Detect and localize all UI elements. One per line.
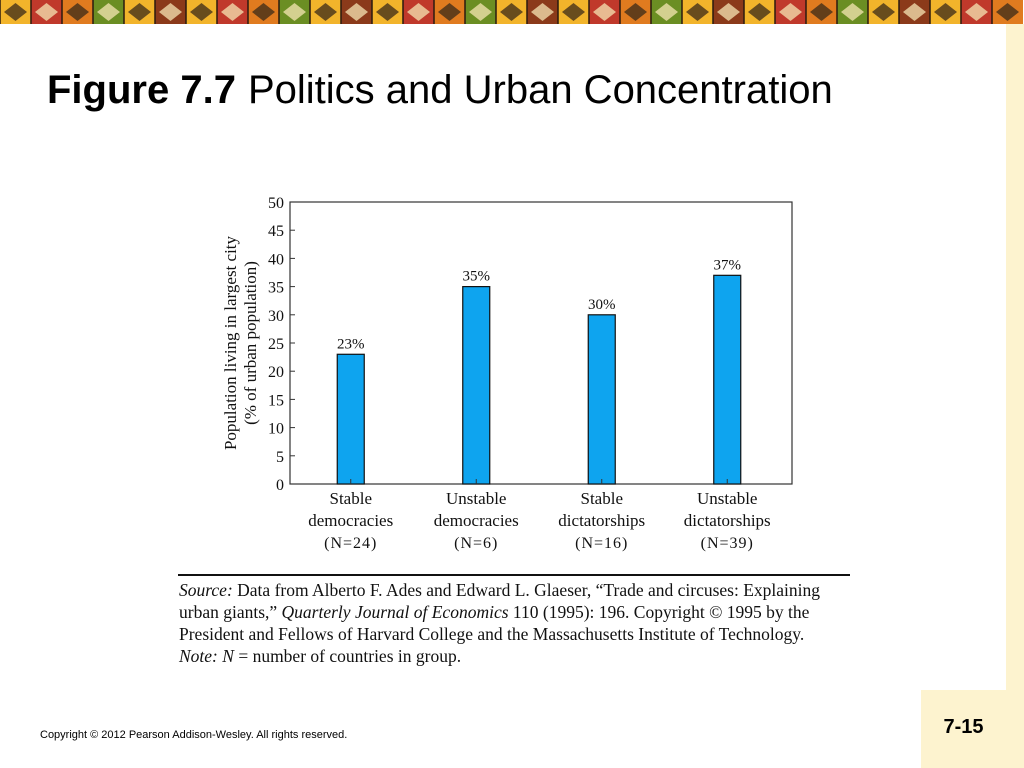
- journal-name: Quarterly Journal of Economics: [281, 602, 509, 622]
- x-category-label-line1: Unstable: [446, 489, 506, 508]
- source-paragraph: Source: Data from Alberto F. Ades and Ed…: [179, 579, 859, 645]
- bar: [587, 314, 616, 485]
- bar: [336, 353, 365, 485]
- slide-title: Figure 7.7 Politics and Urban Concentrati…: [47, 68, 833, 113]
- x-axis-labels: Stable democracies (N=24) Unstable democraci…: [308, 489, 770, 552]
- y-tick-label: 35: [268, 280, 284, 297]
- x-category-n-label: (N=24): [324, 535, 377, 552]
- x-category-label-line1: Stable: [330, 489, 373, 508]
- y-tick-label: 10: [268, 421, 284, 438]
- y-tick-label: 5: [276, 449, 284, 466]
- x-category-label-line2: democracies: [308, 511, 393, 530]
- bar-data-label: 30%: [588, 297, 616, 313]
- note-label: Note:: [179, 646, 218, 666]
- figure-label: Figure 7.7: [47, 68, 236, 112]
- x-category-n-label: (N=6): [454, 535, 498, 552]
- bar-data-label: 37%: [714, 257, 742, 273]
- x-category-n-label: (N=39): [701, 535, 754, 552]
- page-number-box: 7-15: [921, 690, 1006, 768]
- source-label: Source:: [179, 580, 233, 600]
- y-tick-label: 30: [268, 308, 284, 325]
- note-text: = number of countries in group.: [233, 646, 462, 666]
- x-category-label-line2: dictatorships: [684, 511, 771, 530]
- y-tick-label: 25: [268, 336, 284, 353]
- y-tick-label: 20: [268, 364, 284, 381]
- copyright-text: Copyright © 2012 Pearson Addison-Wesley.…: [40, 729, 348, 741]
- figure-title: Politics and Urban Concentration: [247, 68, 833, 112]
- y-tick-label: 45: [268, 223, 284, 240]
- x-category-label-line1: Stable: [581, 489, 624, 508]
- decorative-banner: [0, 0, 1023, 24]
- y-axis-title-line1: Population living in largest city: [221, 235, 240, 450]
- decorative-side-strip: [1006, 24, 1024, 768]
- y-tick-label: 0: [276, 477, 284, 494]
- note-paragraph: Note: N = number of countries in group.: [179, 645, 859, 667]
- bar-data-label: 35%: [463, 269, 491, 285]
- note-variable: N: [222, 646, 234, 666]
- x-category-label-line1: Unstable: [697, 489, 757, 508]
- bar-data-label: 23%: [337, 336, 365, 352]
- y-tick-label: 15: [268, 392, 284, 409]
- x-category-label-line2: democracies: [434, 511, 519, 530]
- bar: [713, 274, 742, 485]
- y-tick-label: 40: [268, 251, 284, 268]
- source-text-1: Data from Alberto F. Ades and Edward L. …: [179, 580, 821, 622]
- x-category-label-line2: dictatorships: [558, 511, 645, 530]
- source-text-2: 110 (1995): 196. Copyright © 1995 by the…: [179, 602, 810, 644]
- x-category-n-label: (N=16): [575, 535, 628, 552]
- bar: [462, 286, 491, 485]
- bars-group: 23% 35% 30% 37%: [336, 257, 742, 485]
- y-axis-ticks: 0 5 10 15 20 25 30 35 40 45 50: [268, 195, 295, 494]
- y-tick-label: 50: [268, 195, 284, 212]
- page-number: 7-15: [943, 716, 984, 738]
- bar-chart: 0 5 10 15 20 25 30 35 40 45 50 23% 35% 30% 37% Stable…: [221, 195, 793, 552]
- source-divider: [178, 574, 850, 576]
- y-axis-title-line2: (% of urban population): [241, 261, 260, 425]
- source-note: Source: Data from Alberto F. Ades and Ed…: [179, 579, 859, 667]
